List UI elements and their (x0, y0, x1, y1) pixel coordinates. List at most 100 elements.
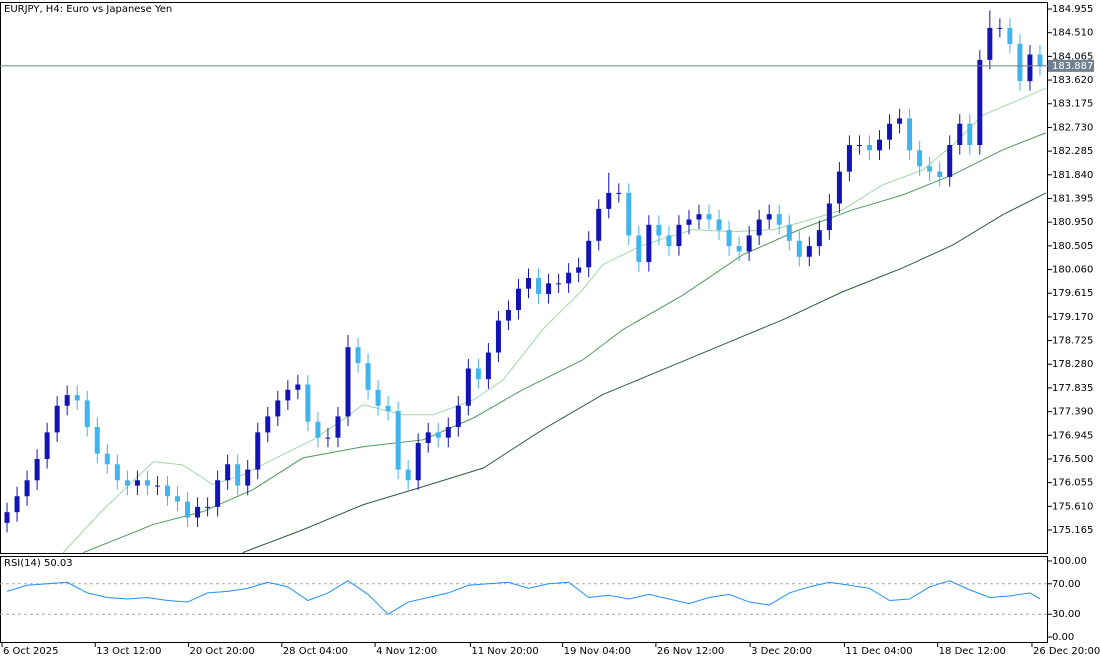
candle-body (515, 288, 521, 310)
candle-body (706, 214, 712, 220)
rsi-panel (0, 556, 1048, 643)
candle-body (606, 192, 612, 209)
candle-body (64, 395, 70, 406)
candle-body (696, 214, 702, 220)
candle-body (556, 283, 562, 285)
candle-body (425, 432, 431, 444)
candle-body (94, 427, 100, 454)
candle-body (345, 347, 351, 417)
candle-body (796, 240, 802, 257)
candle-body (846, 144, 852, 172)
candle-body (154, 485, 160, 487)
candle-body (305, 384, 311, 422)
candle-body (546, 283, 552, 294)
candle-body (746, 235, 752, 252)
x-tick-label: 26 Nov 12:00 (657, 646, 724, 657)
candle-body (927, 166, 933, 172)
y-tick-label: 176.945 (1052, 430, 1093, 441)
x-tick-label: 20 Oct 20:00 (190, 646, 255, 657)
candle-body (475, 368, 481, 380)
y-tick-label: 184.065 (1052, 51, 1093, 62)
rsi-line (6, 580, 1041, 615)
x-tick-label: 6 Oct 2025 (3, 646, 58, 657)
candle-body (897, 118, 903, 124)
candle-body (104, 453, 110, 465)
candle-body (4, 512, 10, 523)
x-tick-label: 28 Oct 04:00 (283, 646, 348, 657)
candle-body (44, 432, 50, 459)
candle-body (1027, 54, 1033, 82)
candle-body (335, 416, 341, 438)
candle-body (24, 480, 30, 497)
candle-body (576, 267, 582, 273)
candle-body (666, 235, 672, 247)
x-tick-label: 4 Nov 12:00 (376, 646, 437, 657)
candle-body (325, 437, 331, 439)
candle-body (626, 192, 632, 236)
candle-body (1017, 43, 1023, 82)
y-tick-label: 175.610 (1052, 501, 1093, 512)
candle-body (215, 480, 221, 507)
candle-body (455, 405, 461, 428)
candle-body (676, 224, 682, 247)
y-tick-label: 175.165 (1052, 525, 1093, 536)
candle-body (485, 352, 491, 380)
candle-body (776, 214, 782, 225)
candle-body (1037, 54, 1043, 66)
x-tick-label: 11 Nov 20:00 (471, 646, 538, 657)
candle-body (445, 427, 451, 438)
candle-body (275, 400, 281, 417)
candle-body (997, 27, 1003, 29)
x-tick-label: 18 Dec 12:00 (939, 646, 1006, 657)
candle-body (205, 506, 211, 508)
candle-body (736, 246, 742, 252)
candle-body (1007, 27, 1013, 44)
candle-body (415, 443, 421, 481)
candle-body (536, 278, 542, 294)
candle-body (295, 384, 301, 390)
moving-averages (62, 87, 1047, 554)
candle-body (315, 421, 321, 438)
y-tick-label: 183.175 (1052, 99, 1093, 110)
y-tick-label: 100.00 (1052, 556, 1087, 567)
candle-body (816, 230, 822, 247)
candle-body (175, 496, 181, 502)
y-tick-label: 182.285 (1052, 146, 1093, 157)
x-tick-label: 3 Dec 20:00 (751, 646, 812, 657)
candle-body (235, 464, 241, 486)
x-tick-label: 11 Dec 04:00 (845, 646, 912, 657)
candle-body (225, 464, 231, 481)
candle-body (756, 219, 762, 236)
candle-body (405, 469, 411, 481)
candle-body (195, 506, 201, 518)
last-price-label: 183.887 (1052, 61, 1093, 72)
candle-body (856, 144, 862, 146)
rsi-title: RSI(14) 50.03 (4, 558, 73, 569)
y-tick-label: 0.00 (1052, 632, 1074, 643)
y-tick-label: 178.280 (1052, 359, 1093, 370)
y-tick-label: 181.840 (1052, 170, 1093, 181)
candle-body (877, 139, 883, 151)
candle-body (566, 272, 572, 284)
y-tick-label: 181.395 (1052, 193, 1093, 204)
candle-body (937, 171, 943, 177)
candle-body (586, 240, 592, 268)
y-tick-label: 180.950 (1052, 217, 1093, 228)
candle-body (385, 405, 391, 412)
candle-body (656, 224, 662, 236)
candle-body (465, 368, 471, 406)
moving-average (83, 132, 1047, 554)
candle-body (495, 320, 501, 353)
y-tick-label: 179.615 (1052, 288, 1093, 299)
candle-body (967, 123, 973, 145)
candle-body (144, 480, 150, 486)
candle-body (887, 123, 893, 140)
moving-average (242, 192, 1047, 554)
candle-body (596, 208, 602, 241)
candle-body (34, 458, 40, 481)
candle-body (505, 309, 511, 321)
candle-body (806, 246, 812, 257)
candle-body (84, 400, 90, 428)
y-tick-label: 30.00 (1052, 609, 1081, 620)
